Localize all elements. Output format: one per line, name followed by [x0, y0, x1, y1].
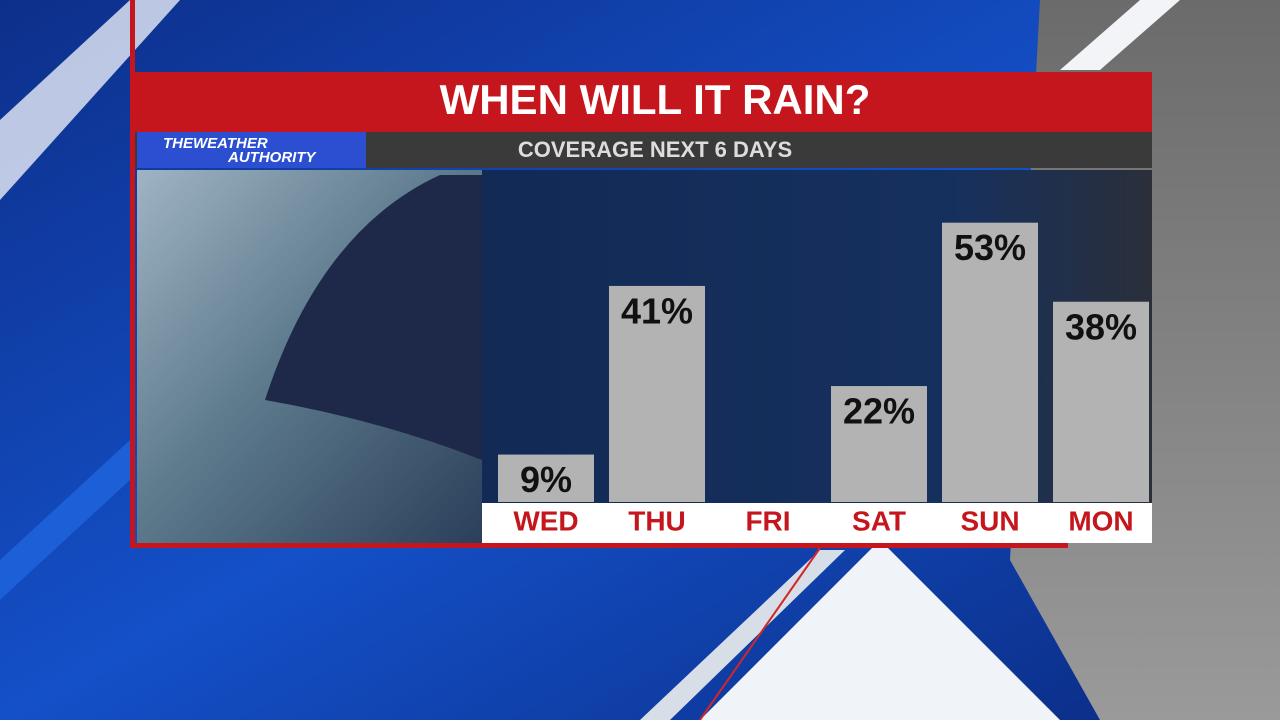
stripe [1060, 0, 1180, 70]
bar [831, 386, 927, 502]
x-tick-label: FRI [745, 505, 790, 536]
value-label: 53% [954, 227, 1026, 268]
logo-text: AUTHORITY [227, 149, 317, 166]
x-tick-label: THU [628, 505, 686, 536]
header-bar [130, 72, 1152, 132]
bar [609, 285, 705, 502]
bars: 9% WED 41% THU FRI 22% SAT 53% SUN 38% MON [498, 222, 1149, 536]
logo-box [137, 132, 366, 168]
stripe [700, 540, 1060, 720]
value-label: 9% [520, 459, 572, 500]
subtitle: COVERAGE NEXT 6 DAYS [518, 137, 792, 162]
stripe [0, 440, 130, 600]
umbrella [265, 175, 482, 460]
chart-panel [482, 170, 1152, 503]
value-label: 38% [1065, 306, 1137, 347]
bar [1053, 301, 1149, 502]
title: WHEN WILL IT RAIN? [440, 76, 871, 123]
frame [130, 543, 1068, 548]
stripe [640, 550, 845, 720]
x-tick-label: SUN [960, 505, 1019, 536]
value-label: 41% [621, 290, 693, 331]
logo-text: THEWEATHER [163, 135, 268, 152]
x-tick-label: SAT [852, 505, 906, 536]
x-tick-label: MON [1068, 505, 1133, 536]
frame [130, 0, 135, 548]
value-label: 22% [843, 391, 915, 432]
bar [942, 222, 1038, 502]
stripe-line [699, 547, 821, 720]
label-row [482, 503, 1152, 543]
bar [498, 454, 594, 502]
x-tick-label: WED [513, 505, 578, 536]
